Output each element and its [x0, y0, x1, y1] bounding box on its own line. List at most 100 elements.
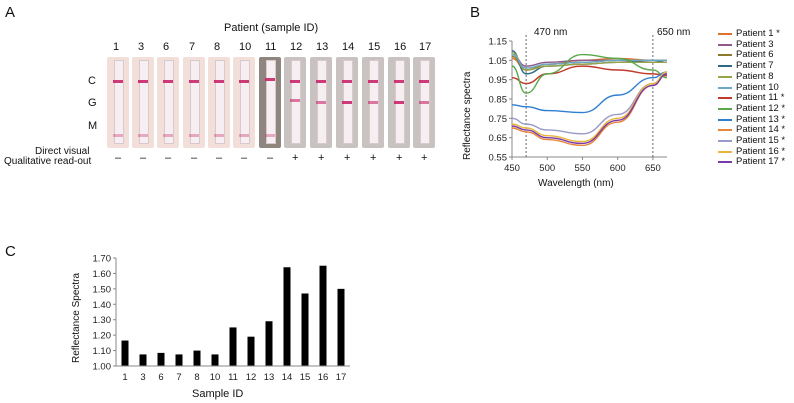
bar-chart-x-tick-label: 16 [318, 372, 329, 383]
bar [265, 321, 273, 366]
legend-swatch [718, 65, 732, 68]
legend-label: Patient 3 [736, 38, 774, 50]
qualitative-readout-sign: – [165, 152, 172, 164]
strip-id-label: 16 [394, 41, 407, 53]
series-line [511, 71, 668, 143]
qualitative-readout-sign: + [318, 152, 325, 164]
bar-chart-x-tick-label: 14 [282, 372, 293, 383]
bar-chart-y-tick-label: 1.20 [93, 331, 112, 342]
bar [247, 336, 255, 366]
test-line-band [419, 101, 429, 104]
bar-chart-y-tick-label: 1.70 [93, 254, 112, 265]
bar-chart-x-tick-label: 7 [176, 372, 181, 383]
test-line-band [368, 101, 378, 104]
strip-id-label: 3 [138, 41, 145, 53]
strip-id-label: 13 [316, 41, 329, 53]
qualitative-readout-sign: + [396, 152, 403, 164]
legend-label: Patient 13 * [736, 113, 786, 125]
test-strip [310, 57, 332, 148]
reflectance-line-chart: 0.55 0.65 0.75 0.85 0.95 1.05 1.15 450 500 550 600… [489, 35, 668, 174]
test-line-band [265, 134, 275, 137]
legend-swatch [718, 54, 732, 57]
test-line-band [342, 101, 352, 104]
panel-c-letter: C [5, 243, 16, 260]
strip-id-label: 6 [163, 41, 170, 53]
test-line-band [419, 80, 429, 83]
bar-chart-x-tick-label: 17 [336, 372, 347, 383]
series-line [511, 73, 668, 147]
test-line-band [290, 99, 300, 102]
bar [157, 352, 165, 366]
test-line-band [189, 80, 199, 83]
legend-label: Patient 6 [736, 49, 774, 61]
legend-swatch [718, 86, 732, 89]
test-line-band [214, 134, 224, 137]
bar-chart-x-tick-label: 10 [210, 372, 221, 383]
bar-chart-xlabel: Sample ID [192, 388, 244, 400]
line-chart-legend: Patient 1 * Patient 3 Patient 6 Patient 7 Pa… [718, 28, 794, 168]
legend-swatch [718, 75, 732, 78]
test-strip [208, 57, 230, 148]
legend-label: Patient 17 * [736, 156, 786, 168]
test-line-band [163, 80, 173, 83]
legend-label: Patient 15 * [736, 135, 786, 146]
line-chart-x-tick-label: 550 [575, 163, 591, 174]
qualitative-readout-sign: + [344, 152, 351, 164]
series-line [511, 53, 667, 69]
line-chart-y-tick-label: 0.95 [489, 75, 508, 86]
bar [175, 354, 183, 366]
bar-chart-x-tick-label: 13 [264, 372, 275, 383]
panel-a-letter: A [5, 4, 16, 21]
test-strip [284, 57, 306, 148]
test-line-band [113, 80, 123, 83]
legend-swatch [718, 129, 732, 132]
legend-swatch [718, 150, 732, 153]
strip-id-label: 17 [419, 41, 432, 53]
strip-id-label: 12 [290, 41, 303, 53]
legend-label: Patient 12 * [736, 102, 786, 114]
bar [193, 350, 201, 366]
legend-label: Patient 16 * [736, 145, 786, 157]
series-line [511, 73, 668, 135]
bar-chart-x-tick-label: 15 [300, 372, 311, 383]
bar-chart-y-tick-label: 1.30 [93, 315, 112, 326]
line-chart-ylabel: Reflectance spectra [462, 71, 473, 160]
test-line-band [214, 80, 224, 83]
strip-id-label: 11 [265, 41, 277, 53]
test-strip [183, 57, 205, 148]
row-label-direct-visual: Direct visual [35, 146, 90, 157]
bar [301, 293, 309, 366]
test-strip [107, 57, 129, 148]
qualitative-readout-sign: – [191, 152, 198, 164]
qualitative-readout-sign: – [115, 152, 122, 164]
legend-swatch [718, 140, 732, 142]
panel-a-strips: Patient (sample ID) C G M Direct visual … [0, 0, 450, 170]
line-chart-y-tick-label: 1.15 [489, 37, 508, 48]
bar [139, 354, 147, 366]
patient-header: Patient (sample ID) [224, 22, 319, 34]
line-chart-xlabel: Wavelength (nm) [538, 178, 614, 189]
qualitative-readout-sign: + [292, 152, 299, 164]
line-chart-y-tick-label: 0.55 [489, 153, 508, 164]
legend-swatch [718, 97, 732, 100]
strip-id-label: 8 [214, 41, 221, 53]
annotation-470nm: 470 nm [534, 27, 568, 38]
test-line-band [163, 134, 173, 137]
test-line-band [189, 134, 199, 137]
legend-label: Patient 14 * [736, 124, 786, 136]
bar [121, 340, 129, 366]
test-strip [413, 57, 435, 148]
zone-label-c: C [88, 75, 96, 87]
bar-chart-x-tick-label: 3 [140, 372, 145, 383]
annotation-650nm: 650 nm [657, 27, 691, 38]
test-line-band [342, 80, 352, 83]
series-line [511, 51, 667, 71]
bar-chart-x-tick-label: 6 [158, 372, 163, 383]
test-strip [362, 57, 384, 148]
line-chart-y-tick-label: 0.85 [489, 95, 508, 106]
test-line-band [239, 80, 249, 83]
bar-chart-y-tick-label: 1.40 [93, 300, 112, 311]
legend-swatch [718, 43, 732, 46]
strip-id-label: 7 [189, 41, 196, 53]
qualitative-readout-sign: – [241, 152, 248, 164]
